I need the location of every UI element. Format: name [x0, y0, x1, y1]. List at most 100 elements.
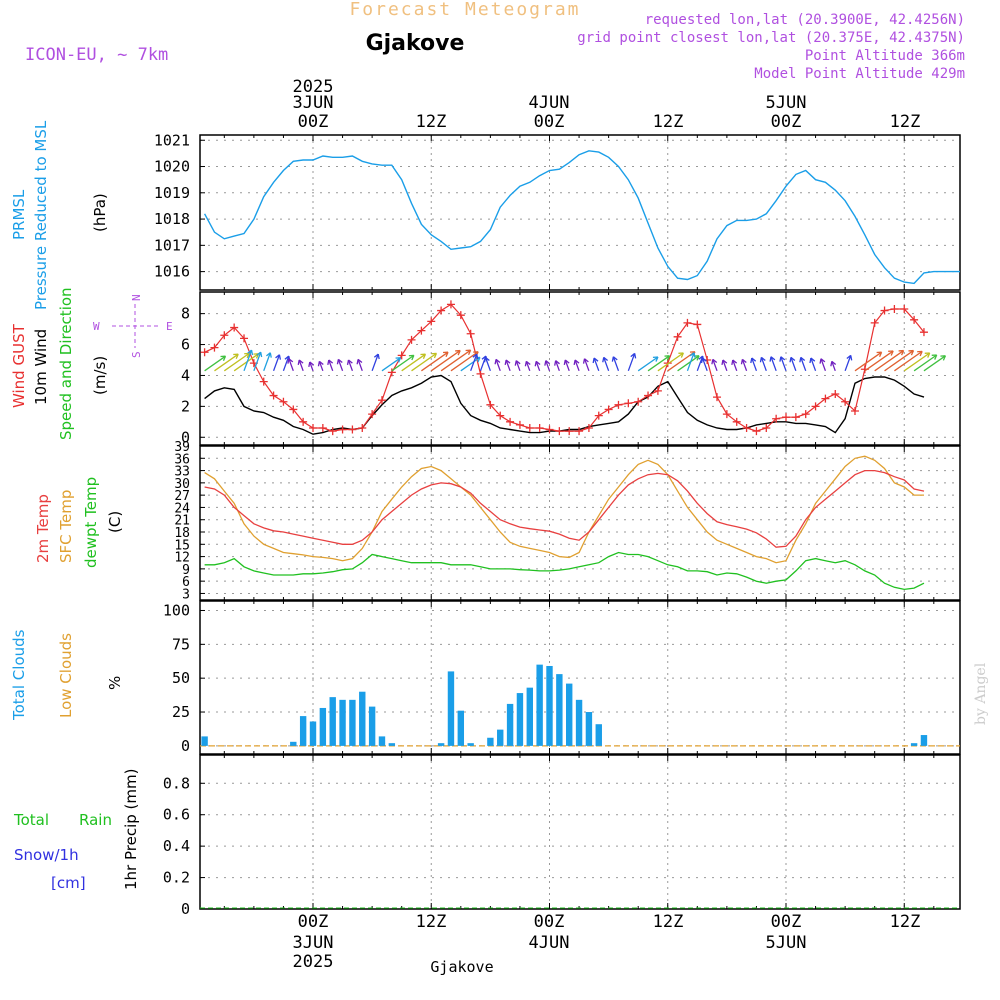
gust-marker — [200, 348, 209, 357]
cloud-bar — [497, 729, 504, 746]
top-date-3jun: 3JUN — [293, 93, 334, 113]
wind-arrow-head — [846, 354, 853, 361]
wind-arrow — [701, 357, 708, 372]
wind-arrow — [253, 351, 262, 372]
wind-arrow-head — [602, 356, 609, 363]
wind-arrow-head — [750, 357, 757, 364]
cloud-bar — [437, 743, 445, 746]
bottom-hour-12z-b: 12Z — [653, 912, 684, 932]
ytick-label: 9 — [182, 563, 190, 578]
wind-arrow — [854, 351, 882, 372]
ytick-label: 0.8 — [163, 774, 190, 792]
cloud-bar — [457, 710, 465, 746]
ytick-label: 12 — [174, 551, 190, 566]
wind-arrow-head — [442, 351, 449, 358]
wind-arrow-head — [408, 354, 415, 361]
cloud-bar — [359, 691, 366, 746]
wind-units: (m/s) — [91, 356, 109, 395]
ytick-label: 36 — [174, 452, 190, 467]
wind-arrow-head — [297, 359, 304, 366]
wind-arrow — [309, 361, 314, 372]
bottom-hour-00z-b: 00Z — [534, 912, 565, 932]
wind-arrow-head — [809, 357, 816, 364]
wind-dir-label: Speed and Direction — [57, 287, 75, 440]
cloud-bar — [299, 716, 307, 746]
wind10m-line — [204, 374, 925, 435]
wind-arrow-head — [373, 353, 380, 360]
gust-marker — [515, 420, 524, 429]
wind-arrow — [505, 359, 511, 372]
prmsl-label: PRMSL — [10, 189, 28, 240]
gust-marker — [722, 410, 731, 419]
wind-arrow-head — [465, 349, 472, 356]
wind-arrow — [647, 355, 670, 372]
ytick-label: 75 — [172, 635, 190, 653]
cloud-bar — [329, 697, 336, 746]
wind-arrow — [677, 355, 700, 372]
wind-arrow-head — [233, 353, 239, 360]
wind-arrow-head — [514, 360, 521, 366]
gust-marker — [407, 335, 416, 344]
gust-marker — [624, 399, 633, 408]
pressure-units: (hPa) — [91, 193, 109, 232]
plot-layer: 1016101710181019102010210246836912151821… — [154, 131, 961, 918]
bottom-hour-12z-c: 12Z — [890, 912, 921, 932]
top-hour-00z-b: 00Z — [534, 112, 565, 132]
wind-arrow-head — [830, 360, 837, 367]
cloud-bar — [447, 671, 455, 746]
wind-arrow — [637, 356, 659, 372]
ytick-label: 25 — [172, 703, 190, 721]
wind-arrow — [243, 349, 253, 372]
precip-units: 1hr Precip (mm) — [122, 769, 140, 890]
gust-marker — [880, 306, 889, 315]
wind-arrow-head — [336, 358, 343, 365]
ytick-label: 0 — [181, 428, 190, 446]
ytick-label: 3 — [182, 587, 190, 602]
top-hour-12z-a: 12Z — [416, 112, 447, 132]
wind-arrow-head — [940, 355, 947, 361]
cloud-bar — [910, 743, 918, 746]
dewpt-line — [204, 551, 925, 591]
gust-marker — [584, 424, 593, 432]
wind-arrow-head — [721, 359, 728, 366]
wind-arrow — [282, 355, 290, 372]
gust-marker — [377, 396, 386, 405]
gust-marker — [919, 328, 928, 337]
clouds-units: % — [106, 676, 124, 690]
wind-arrow — [603, 357, 610, 372]
ytick-label: 39 — [174, 440, 190, 455]
gust-marker — [565, 427, 574, 436]
top-hour-12z-c: 12Z — [890, 112, 921, 132]
gust-label: Wind GUST — [10, 323, 28, 408]
temp2m-label: 2m Temp — [34, 494, 52, 563]
wind-arrow-head — [582, 358, 589, 364]
wind-arrow-head — [346, 359, 353, 366]
ytick-label: 0.2 — [163, 869, 190, 887]
wind-arrow — [923, 355, 946, 372]
ytick-label: 15 — [174, 538, 190, 553]
wind-arrow-head — [472, 353, 479, 360]
ytick-label: 24 — [174, 501, 190, 516]
gust-marker — [338, 425, 347, 434]
bottom-hour-00z-c: 00Z — [771, 912, 802, 932]
wind-arrow — [535, 361, 541, 372]
gust-marker — [387, 368, 396, 377]
wind-arrow-head — [524, 360, 531, 367]
bottom-date-5jun: 5JUN — [766, 933, 807, 953]
ytick-label: 27 — [174, 489, 190, 504]
gust-marker — [417, 326, 426, 335]
cloud-bar — [595, 724, 602, 746]
requested-coords: requested lon,lat (20.3900E, 42.4256N) — [645, 12, 965, 28]
wind-arrow — [263, 352, 271, 372]
wind-arrow-head — [554, 360, 560, 366]
wind-arrow — [421, 351, 449, 372]
gust-marker — [486, 400, 495, 409]
wind-arrow — [903, 352, 931, 372]
compass-s: S — [130, 351, 143, 358]
wind-arrow-head — [917, 350, 923, 357]
wind-arrow — [593, 357, 600, 372]
ytick-label: 2 — [181, 397, 190, 415]
wind-arrow — [391, 354, 415, 372]
ytick-label: 4 — [181, 366, 190, 384]
